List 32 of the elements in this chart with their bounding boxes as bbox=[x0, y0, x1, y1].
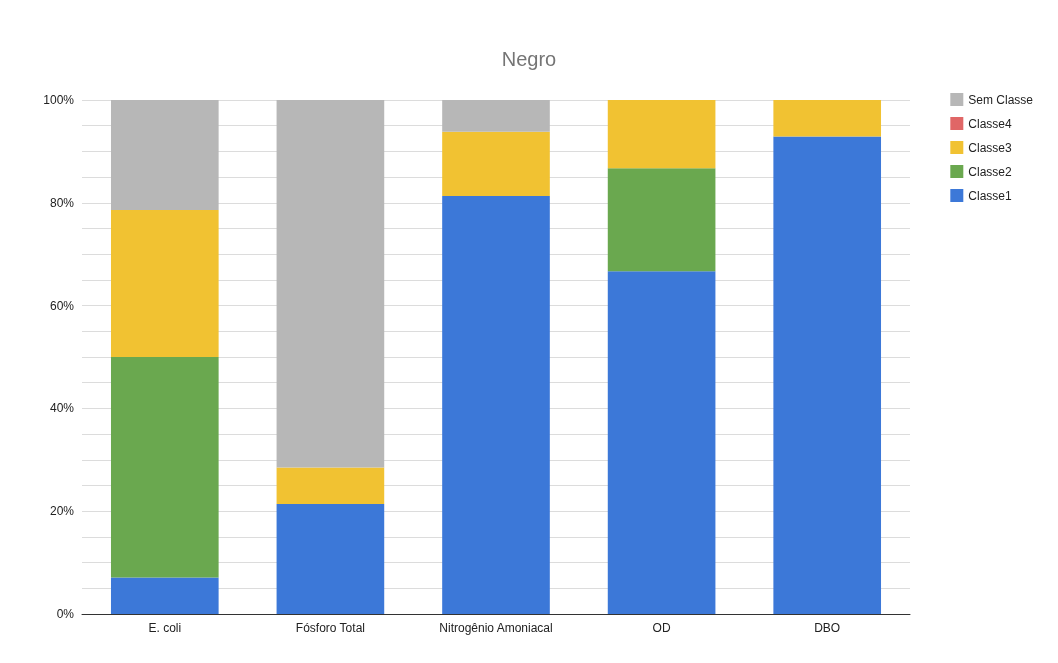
x-tick-label: Nitrogênio Amoniacal bbox=[439, 621, 553, 635]
legend-label: Sem Classe bbox=[968, 92, 1034, 107]
y-tick-label: 80% bbox=[49, 195, 75, 210]
bar bbox=[276, 504, 385, 614]
legend-label: Classe4 bbox=[968, 116, 1012, 131]
bar bbox=[773, 100, 882, 137]
x-tick-label: DBO bbox=[814, 621, 841, 635]
y-tick-label: 100% bbox=[43, 93, 75, 107]
y-tick-label: 0% bbox=[56, 607, 75, 621]
bar bbox=[607, 100, 716, 169]
x-tick-label: OD bbox=[652, 621, 671, 635]
legend-label: Classe1 bbox=[968, 188, 1012, 203]
bar bbox=[276, 100, 385, 468]
bar bbox=[110, 357, 219, 578]
bar bbox=[442, 196, 550, 614]
bar bbox=[276, 467, 385, 504]
legend-label: Classe3 bbox=[968, 140, 1012, 155]
bar bbox=[773, 136, 882, 614]
bar bbox=[110, 100, 219, 210]
y-tick-label: 20% bbox=[49, 504, 75, 519]
chart-title: Negro bbox=[501, 48, 557, 70]
bar bbox=[607, 271, 716, 614]
bar bbox=[442, 100, 550, 132]
bar bbox=[442, 131, 550, 197]
y-tick-label: 40% bbox=[49, 401, 75, 416]
x-tick-label: E. coli bbox=[148, 621, 182, 635]
x-tick-label: Fósforo Total bbox=[295, 621, 365, 635]
y-tick-label: 60% bbox=[49, 298, 75, 313]
bar bbox=[110, 210, 219, 357]
bar bbox=[607, 168, 716, 272]
legend-label: Classe2 bbox=[968, 164, 1012, 179]
bar bbox=[110, 577, 219, 614]
